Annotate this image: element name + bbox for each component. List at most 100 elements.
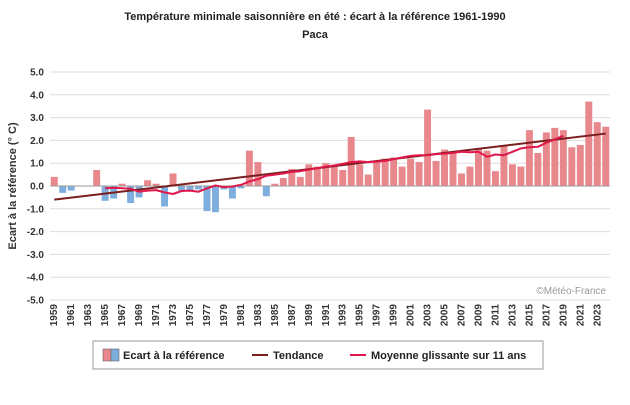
bar-2000 xyxy=(398,166,406,186)
x-tick-label: 2001 xyxy=(406,304,417,327)
watermark: ©Météo-France xyxy=(536,286,606,297)
y-tick-label: -3.0 xyxy=(27,250,45,261)
x-tick-label: 1981 xyxy=(236,304,247,327)
y-tick-label: -4.0 xyxy=(27,273,45,284)
bar-1964 xyxy=(93,170,101,186)
y-tick-label: -5.0 xyxy=(27,296,45,307)
bar-2012 xyxy=(500,146,508,186)
y-tick-label: 2.0 xyxy=(30,136,44,147)
bar-2002 xyxy=(415,162,423,186)
bar-2009 xyxy=(475,148,482,186)
bar-1960 xyxy=(59,186,67,193)
y-tick-label: -2.0 xyxy=(27,227,45,238)
moving-average-line xyxy=(105,134,564,195)
bar-1981 xyxy=(237,186,245,189)
x-tick-label: 1983 xyxy=(253,304,264,327)
bar-1976 xyxy=(195,186,202,190)
bar-2014 xyxy=(517,166,525,186)
legend-label-bars: Ecart à la référence xyxy=(123,350,225,362)
bar-1991 xyxy=(322,163,330,186)
x-tick-label: 1987 xyxy=(287,304,298,327)
bar-2021 xyxy=(576,144,584,186)
x-tick-label: 1993 xyxy=(338,304,349,327)
y-tick-label: 3.0 xyxy=(30,113,44,124)
x-tick-label: 1963 xyxy=(83,304,94,327)
bar-1990 xyxy=(313,166,321,186)
y-tick-label: -1.0 xyxy=(27,204,45,215)
x-tick-label: 1969 xyxy=(134,304,145,327)
x-tick-label: 2009 xyxy=(473,304,484,327)
x-tick-label: 1965 xyxy=(100,304,111,327)
bars xyxy=(50,101,610,213)
bar-1995 xyxy=(356,164,364,186)
bar-1971 xyxy=(152,183,160,186)
bar-2001 xyxy=(407,158,415,186)
y-tick-label: 0.0 xyxy=(30,182,44,193)
bar-1983 xyxy=(254,162,262,186)
x-tick-label: 1999 xyxy=(389,304,400,327)
bar-1999 xyxy=(390,157,398,186)
bar-2011 xyxy=(491,171,499,186)
x-tick-label: 1971 xyxy=(151,304,162,327)
chart-subtitle: Paca xyxy=(302,29,329,41)
x-tick-label: 2015 xyxy=(524,304,535,327)
bar-1968 xyxy=(127,186,135,204)
bar-2003 xyxy=(424,109,432,186)
x-tick-label: 2013 xyxy=(507,304,518,327)
y-tick-label: 1.0 xyxy=(30,159,44,170)
chart-title: Température minimale saisonnière en été … xyxy=(124,11,505,23)
bar-1992 xyxy=(330,166,338,186)
x-tick-label: 2021 xyxy=(575,304,586,327)
legend-item-bars: Ecart à la référence xyxy=(102,348,225,362)
x-tick-labels: 1959 1961 1963 1965 1967 1969 1971 1973 1975 1977… xyxy=(49,304,603,327)
legend-swatch-bar-positive xyxy=(102,348,112,362)
bar-1988 xyxy=(296,176,304,186)
bar-2016 xyxy=(534,152,542,186)
x-tick-label: 1975 xyxy=(185,304,196,327)
y-tick-labels: 5.0 4.0 3.0 2.0 1.0 0.0 -1.0 -2.0 -3.0 -4.0 -5.0 xyxy=(27,68,45,307)
bar-2006 xyxy=(449,151,457,186)
y-tick-label: 5.0 xyxy=(30,68,44,79)
bar-1970 xyxy=(144,180,152,186)
lines xyxy=(54,132,606,201)
bar-1985 xyxy=(271,183,279,186)
bar-1987 xyxy=(288,168,296,186)
bar-1989 xyxy=(305,164,313,186)
legend-label-moving-avg: Moyenne glissante sur 11 ans xyxy=(371,350,526,362)
y-axis-label: Ecart à la référence (° C) xyxy=(7,122,19,250)
x-tick-label: 2003 xyxy=(423,304,434,327)
bar-1980 xyxy=(228,186,236,199)
x-tick-label: 1967 xyxy=(117,304,128,327)
bar-2023 xyxy=(593,122,601,186)
bar-2010 xyxy=(483,150,491,186)
legend-swatch-bar-negative xyxy=(110,348,120,362)
x-tick-label: 1961 xyxy=(66,304,77,327)
bar-1972 xyxy=(161,186,169,207)
x-tick-label: 1959 xyxy=(49,304,60,327)
x-tick-label: 2019 xyxy=(558,304,569,327)
x-tick-label: 1989 xyxy=(304,304,315,327)
x-tick-label: 1997 xyxy=(372,304,383,327)
bar-2013 xyxy=(508,164,516,186)
bar-2008 xyxy=(466,166,474,186)
x-tick-label: 1977 xyxy=(202,304,213,327)
bar-1998 xyxy=(381,158,389,186)
bar-2005 xyxy=(441,149,449,186)
legend-label-trend: Tendance xyxy=(273,350,324,362)
x-tick-label: 2007 xyxy=(457,304,468,327)
bar-1977 xyxy=(203,186,211,212)
bar-1961 xyxy=(67,186,75,191)
x-tick-label: 2017 xyxy=(541,304,552,327)
legend-item-moving-avg: Moyenne glissante sur 11 ans xyxy=(350,350,526,362)
bar-2018 xyxy=(551,127,559,186)
bar-2019 xyxy=(559,130,567,186)
bar-1975 xyxy=(186,186,194,191)
bar-1974 xyxy=(178,186,185,191)
legend-item-trend: Tendance xyxy=(252,350,324,362)
bar-2017 xyxy=(542,132,550,186)
bar-1984 xyxy=(262,186,270,197)
x-tick-label: 1979 xyxy=(219,304,230,327)
y-tick-label: 4.0 xyxy=(30,90,44,101)
x-tick-label: 1995 xyxy=(355,304,366,327)
